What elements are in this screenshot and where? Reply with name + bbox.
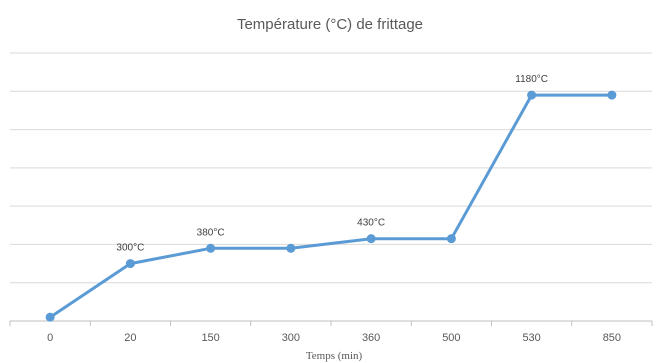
data-point bbox=[446, 234, 456, 244]
data-point bbox=[125, 259, 135, 269]
x-tick-label: 300 bbox=[282, 332, 300, 344]
data-label: 1180°C bbox=[515, 74, 548, 85]
gridlines bbox=[10, 52, 652, 284]
data-point bbox=[607, 90, 617, 100]
x-axis-title: Temps (min) bbox=[306, 350, 363, 362]
data-label: 380°C bbox=[197, 227, 225, 238]
data-point bbox=[286, 243, 296, 253]
data-label: 300°C bbox=[116, 243, 144, 254]
x-tick-label: 500 bbox=[442, 332, 460, 344]
x-tick-label: 150 bbox=[201, 332, 219, 344]
data-point bbox=[527, 90, 537, 100]
data-point bbox=[45, 312, 55, 322]
series-line bbox=[48, 93, 614, 319]
x-tick-label: 20 bbox=[124, 332, 136, 344]
data-labels: 300°C 380°C 430°C 1180°C bbox=[116, 74, 548, 253]
chart-title: Température (°C) de frittage bbox=[237, 16, 423, 33]
x-tick-label: 850 bbox=[603, 332, 621, 344]
x-tick-label: 530 bbox=[522, 332, 540, 344]
data-point bbox=[206, 243, 216, 253]
series-temperature bbox=[45, 90, 617, 322]
x-axis: 0 20 150 300 360 500 530 850 bbox=[9, 320, 653, 344]
data-point bbox=[366, 234, 376, 244]
data-label: 430°C bbox=[357, 218, 385, 229]
x-tick-label: 0 bbox=[47, 332, 53, 344]
x-tick-label: 360 bbox=[362, 332, 380, 344]
